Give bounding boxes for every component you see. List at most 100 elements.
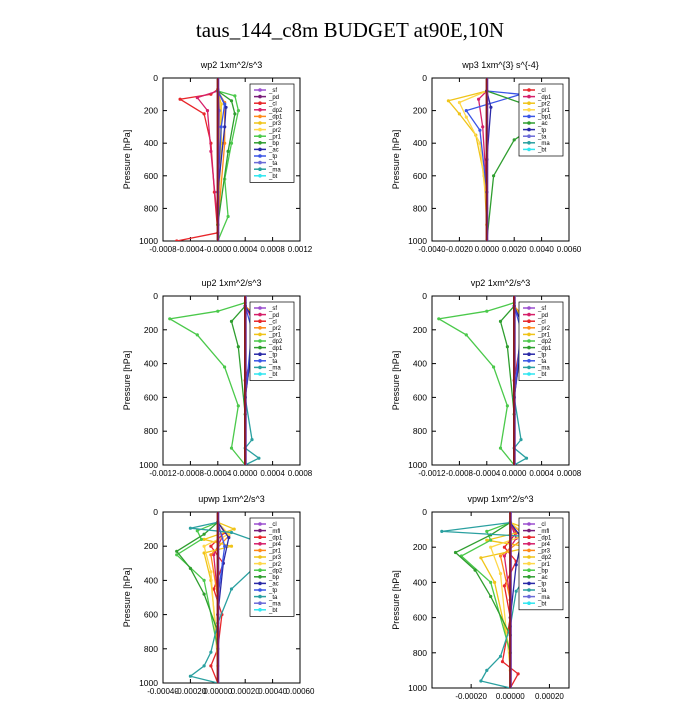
legend-label: _dp2	[537, 339, 552, 345]
legend-marker	[258, 561, 262, 566]
legend-marker	[258, 108, 262, 112]
chart-title: wp2 1xm^2/s^3	[200, 60, 262, 70]
legend-label: _bt	[537, 601, 547, 607]
chart-title: upwp 1xm^2/s^3	[198, 494, 264, 504]
legend-label: _dp1	[537, 346, 552, 352]
legend-label: _tp	[537, 582, 547, 588]
legend-marker	[527, 332, 531, 337]
x-tick-label: 0.0020	[502, 245, 527, 254]
x-tick-label: -0.00020	[455, 692, 487, 700]
series-point	[233, 94, 237, 98]
legend-label: _pd	[537, 313, 548, 319]
legend-marker	[527, 127, 531, 132]
legend-marker	[258, 359, 262, 363]
legend-label: _ta	[537, 134, 547, 140]
x-tick-label: 0.0004	[529, 469, 554, 478]
y-tick-label: 600	[413, 613, 427, 623]
legend-label: _dp2	[268, 339, 283, 345]
x-tick-label: -0.0040	[418, 245, 446, 254]
legend-label: _dp1	[537, 535, 552, 541]
legend-marker	[258, 601, 262, 605]
series-line	[217, 90, 226, 193]
series-point	[202, 592, 206, 596]
figure-title: taus_144_c8m BUDGET at90E,10N	[195, 18, 505, 42]
legend-label: _tp	[268, 154, 278, 160]
legend-label: _ac	[537, 575, 548, 581]
legend-marker	[527, 147, 531, 152]
legend-label: _pr2	[268, 562, 282, 568]
legend-marker	[258, 101, 262, 105]
legend-marker	[527, 339, 531, 343]
y-tick-label: 1000	[408, 236, 427, 246]
series-point	[202, 112, 206, 116]
chart-panel: up2 1xm^2/s^3 Pressure [hPa] 0 200 400 600 800…	[122, 278, 313, 478]
plot-frame	[162, 295, 301, 466]
series-point	[223, 102, 227, 106]
series-point	[209, 544, 213, 548]
y-tick-label: 200	[413, 106, 427, 116]
series-point	[226, 214, 230, 219]
legend-label: _ma	[268, 366, 281, 372]
plot-frame	[431, 77, 570, 242]
y-tick-label: 0	[422, 507, 427, 517]
series-point	[236, 109, 240, 113]
series-point	[519, 438, 523, 442]
series-point	[440, 529, 444, 534]
series-point	[493, 580, 497, 585]
legend-label: _sf	[268, 306, 277, 312]
legend-label: _pr2	[537, 101, 551, 107]
chart-title: wp3 1xm^{3} s^{-4}	[461, 60, 539, 70]
series-point	[502, 584, 506, 588]
legend-label: _ta	[268, 161, 278, 167]
series-point	[229, 530, 234, 535]
legend-label: _tp	[268, 588, 278, 594]
series-point	[188, 674, 192, 678]
legend-marker	[527, 542, 531, 546]
legend-marker	[258, 522, 262, 526]
x-tick-label: -0.0004	[177, 245, 205, 254]
legend-marker	[258, 94, 262, 99]
plot-frame	[162, 77, 301, 242]
legend-label: _dp2	[537, 555, 552, 561]
legend-marker	[527, 522, 531, 526]
legend-label: _ac	[268, 582, 279, 588]
series-point	[233, 112, 237, 116]
series-point	[524, 456, 529, 460]
legend-marker	[258, 372, 262, 376]
series-point	[479, 556, 483, 560]
y-tick-label: 200	[144, 106, 158, 116]
legend-label: _pd	[268, 95, 279, 101]
legend-marker	[527, 134, 531, 138]
y-tick-label: 200	[144, 325, 158, 335]
series-line	[175, 521, 219, 632]
legend-marker	[527, 352, 531, 357]
series-point	[489, 580, 493, 585]
series-point	[178, 97, 182, 101]
series-line	[499, 305, 515, 415]
series-point	[236, 404, 240, 408]
series-point	[229, 99, 234, 103]
legend-label: _cl	[268, 319, 277, 325]
y-tick-label: 600	[144, 171, 158, 181]
series-line	[499, 522, 527, 601]
legend-label: _cl	[268, 101, 277, 107]
legend-marker	[258, 345, 262, 350]
legend-marker	[527, 594, 531, 599]
legend-marker	[258, 332, 262, 337]
series-point	[464, 109, 468, 113]
legend-marker	[527, 561, 531, 566]
series-line	[513, 397, 528, 465]
series-line	[436, 302, 515, 465]
y-tick-label: 0	[422, 73, 427, 83]
legend-marker	[527, 359, 531, 363]
legend-label: _cl	[268, 522, 277, 528]
legend-label: _ac	[268, 148, 279, 154]
legend-label: _bp1	[537, 115, 552, 121]
series-point	[229, 319, 234, 323]
legend-marker	[258, 141, 262, 145]
series-point	[175, 549, 179, 553]
legend-marker	[258, 114, 262, 119]
series-point	[223, 544, 227, 548]
series-point	[212, 553, 216, 557]
series-point	[498, 319, 503, 323]
